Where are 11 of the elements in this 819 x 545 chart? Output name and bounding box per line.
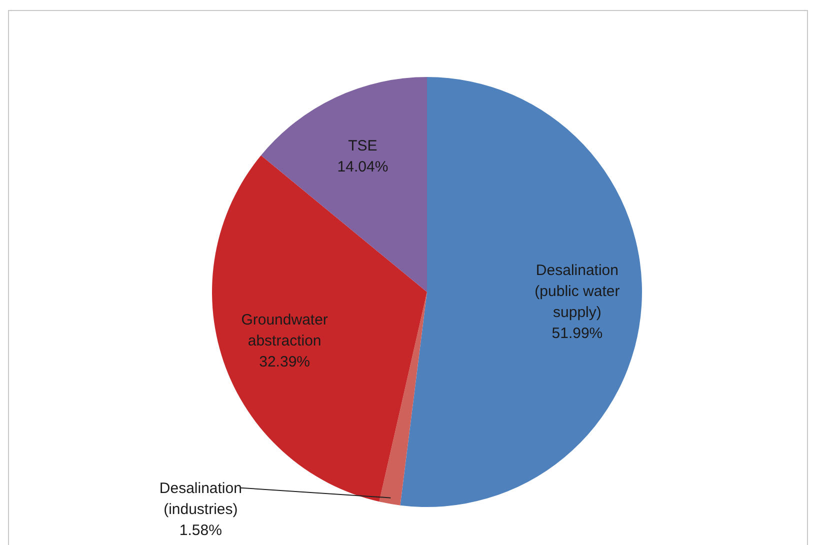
data-label: 51.99% <box>552 324 603 342</box>
slice-label: Groundwater abstraction <box>241 312 328 350</box>
data-label: 14.04% <box>337 158 388 176</box>
data-label: 32.39% <box>259 354 310 371</box>
pie-slice <box>400 77 642 507</box>
slice-label: TSE <box>348 137 378 154</box>
pie-slice <box>379 292 427 506</box>
data-label: 1.58% <box>179 522 222 539</box>
pie-slice <box>260 77 427 292</box>
slice-label: Desalination (industries) <box>159 480 242 518</box>
slice-label: Desalination (public water supply) <box>534 262 620 321</box>
